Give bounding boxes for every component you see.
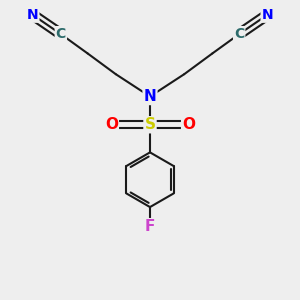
Text: F: F <box>145 219 155 234</box>
Text: C: C <box>234 27 244 41</box>
Text: C: C <box>56 27 66 41</box>
Text: O: O <box>105 117 118 132</box>
Text: O: O <box>182 117 195 132</box>
Text: N: N <box>262 8 273 22</box>
Text: N: N <box>27 8 38 22</box>
Text: S: S <box>145 117 155 132</box>
Text: N: N <box>144 89 156 104</box>
